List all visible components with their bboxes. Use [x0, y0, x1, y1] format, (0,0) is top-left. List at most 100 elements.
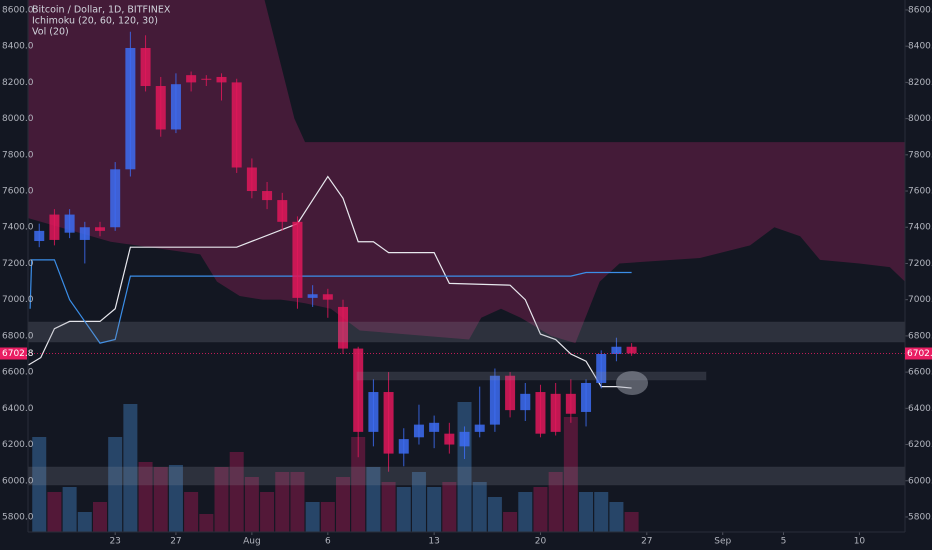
volume-bar: [47, 492, 62, 532]
candle-body: [398, 439, 409, 454]
y-tick-label: 8600.0: [2, 5, 34, 15]
y-tick-label: 7800.0: [2, 150, 34, 160]
candle-body: [125, 47, 136, 170]
candle-body: [170, 84, 181, 130]
x-tick-label: 5: [781, 537, 787, 547]
candle-body: [155, 86, 166, 130]
candle-body: [626, 346, 637, 354]
candle-body: [262, 191, 273, 201]
y-tick-label: 6800.0: [2, 331, 34, 341]
volume-bar: [168, 465, 183, 532]
y-tick-label: 7000.0: [2, 295, 34, 305]
conversion-line: [28, 175, 632, 389]
volume-bar: [77, 512, 92, 532]
y-tick-label: 8400.0: [908, 42, 932, 52]
y-tick-label: 8200.0: [2, 78, 34, 88]
y-tick-label: 7400.0: [2, 223, 34, 233]
volume-bar: [427, 487, 442, 532]
volume-bar: [396, 487, 411, 532]
candle-body: [231, 82, 242, 168]
y-tick-label: 8600.0: [908, 5, 932, 15]
candle-body: [34, 230, 45, 242]
candle-body: [49, 214, 60, 240]
x-tick-label: 13: [428, 537, 439, 547]
y-tick-label: 8000.0: [2, 114, 34, 124]
y-tick-label: 5800.0: [2, 512, 34, 522]
candle-body: [201, 78, 212, 80]
volume-bar: [381, 482, 396, 532]
candle-body: [550, 393, 561, 432]
zone: [28, 321, 905, 343]
zone: [28, 466, 905, 486]
candle-body: [110, 169, 121, 228]
volume-bar: [518, 492, 533, 532]
indicator-label: Ichimoku (20, 60, 120, 30): [32, 16, 158, 27]
candle-body: [307, 294, 318, 298]
chart-title: Bitcoin / Dollar, 1D, BITFINEX: [32, 5, 171, 16]
candle-body: [140, 47, 151, 87]
highlight-ellipse: [616, 371, 648, 395]
volume-bar: [184, 492, 199, 532]
y-tick-label: 8400.0: [2, 42, 34, 52]
y-tick-label: 6800.0: [908, 331, 932, 341]
y-tick-label: 6200.0: [2, 440, 34, 450]
ichimoku-cloud: [28, 0, 905, 344]
volume-bar: [503, 512, 518, 532]
volume-bar: [487, 497, 502, 532]
y-tick-label: 7000.0: [908, 295, 932, 305]
volume-bar: [320, 502, 335, 532]
y-tick-label: 6400.0: [908, 404, 932, 414]
x-tick-label: 23: [109, 537, 120, 547]
x-tick-label: 27: [641, 537, 652, 547]
candle-body: [322, 294, 333, 300]
volume-bar: [366, 467, 381, 532]
volume-bar: [138, 462, 153, 532]
candle-body: [505, 375, 516, 411]
volume-bar: [351, 437, 366, 532]
last-price-box: [905, 347, 932, 360]
zone: [356, 371, 707, 381]
candle-body: [246, 167, 257, 192]
volume-bar: [153, 467, 168, 532]
volume-bar: [32, 437, 47, 532]
volume-bar: [472, 482, 487, 532]
candle-body: [581, 382, 592, 412]
candle-body: [611, 346, 622, 355]
y-tick-label: 7800.0: [908, 150, 932, 160]
plot-area: [28, 0, 905, 532]
volume-bar: [244, 477, 259, 532]
volume-bar: [92, 502, 107, 532]
x-tick-label: 20: [535, 537, 547, 547]
candle-body: [520, 393, 531, 411]
candle-body: [474, 424, 485, 432]
candle-body: [596, 354, 607, 383]
candle-body: [277, 200, 288, 222]
x-tick-label: 10: [854, 537, 866, 547]
y-tick-label: 7400.0: [908, 223, 932, 233]
y-tick-label: 7600.0: [908, 187, 932, 197]
volume-bar: [290, 472, 305, 532]
volume-bar: [275, 472, 290, 532]
y-tick-label: 7600.0: [2, 187, 34, 197]
y-tick-label: 5800.0: [908, 512, 932, 522]
candle-body: [489, 375, 500, 425]
x-tick-label: 6: [325, 537, 331, 547]
y-tick-label: 7200.0: [2, 259, 34, 269]
candle-body: [459, 431, 470, 447]
volume-bar: [624, 512, 639, 532]
candle-body: [565, 393, 576, 414]
candle-body: [186, 75, 197, 83]
drawings: [28, 321, 905, 486]
last-price-label: 6702.8: [907, 349, 932, 359]
y-tick-label: 7200.0: [908, 259, 932, 269]
candle-body: [444, 433, 455, 445]
base-line: [29, 259, 632, 344]
candle-body: [64, 214, 75, 233]
candle-body: [292, 221, 303, 298]
volume-bar: [579, 492, 594, 532]
candle-body: [353, 348, 364, 432]
candle-body: [216, 76, 227, 83]
y-tick-label: 6000.0: [2, 476, 34, 486]
volume-bar: [199, 514, 214, 532]
